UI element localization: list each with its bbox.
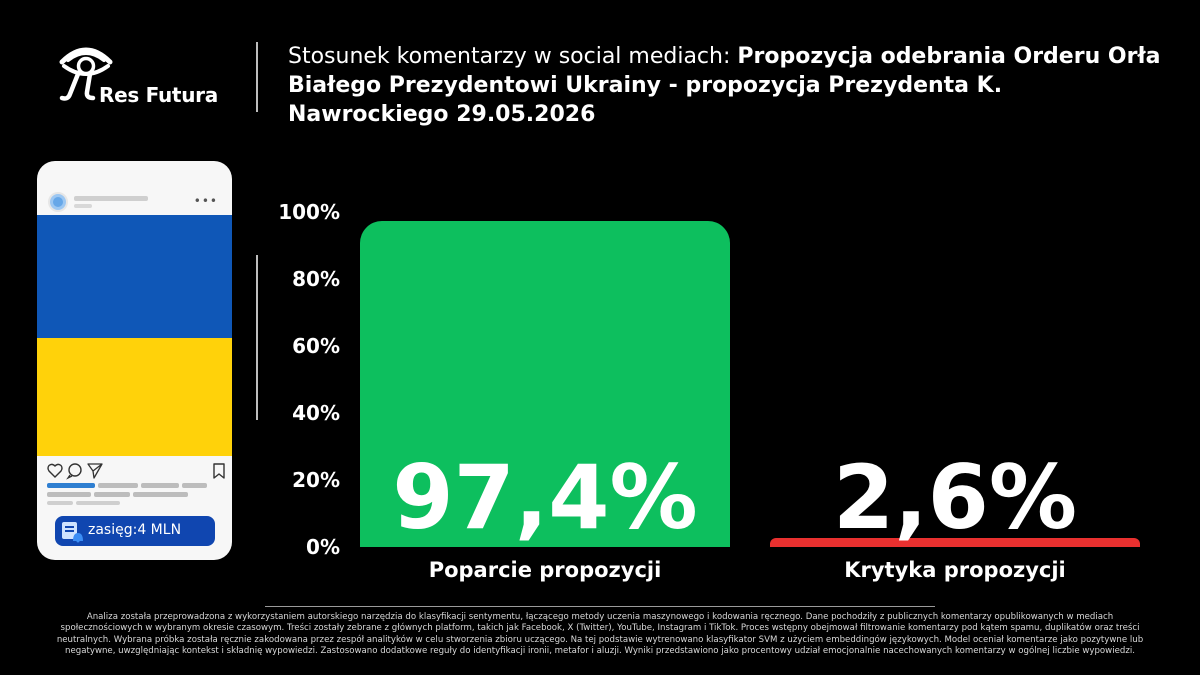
eye-logo-icon: [59, 47, 113, 101]
social-post-mockup: ••• zasięg:4 MLN: [37, 161, 232, 560]
caption-placeholder: [141, 483, 179, 488]
methodology-footnote: Analiza została przeprowadzona z wykorzy…: [56, 612, 1144, 656]
page-title: Stosunek komentarzy w social mediach: Pr…: [288, 42, 1168, 129]
caption-placeholder: [47, 492, 91, 497]
share-icon: [87, 463, 103, 479]
header-divider: [256, 42, 258, 112]
category-label: Krytyka propozycji: [844, 558, 1066, 582]
more-options-icon: •••: [193, 194, 218, 208]
footnote-divider: [265, 606, 935, 607]
title-bold: Propozycja odebrania Orderu Orła Białego…: [288, 44, 1161, 127]
heart-icon: [47, 463, 63, 478]
bar-value-label: 2,6%: [832, 446, 1078, 549]
y-tick-label: 40%: [292, 401, 340, 425]
ukraine-flag-blue: [37, 215, 232, 338]
y-tick-label: 100%: [278, 200, 340, 224]
title-regular: Stosunek komentarzy w social mediach:: [288, 44, 738, 69]
notification-icon: [62, 522, 83, 543]
caption-placeholder: [47, 501, 73, 505]
caption-placeholder: [94, 492, 130, 497]
post-meta-placeholder: [74, 204, 92, 208]
likes-placeholder: [47, 483, 95, 488]
post-actions: [47, 463, 225, 480]
bar-value-label: 97,4%: [392, 446, 698, 549]
post-author-placeholder: [74, 196, 148, 201]
brand-name: Res Futura: [99, 83, 218, 107]
bookmark-icon: [213, 463, 225, 479]
reach-badge: zasięg:4 MLN: [55, 516, 215, 546]
avatar: [48, 192, 68, 212]
bar-1: [360, 220, 730, 547]
caption-placeholder: [133, 492, 188, 497]
bar-2: [770, 538, 1140, 547]
phone-divider: [256, 255, 258, 420]
y-tick-label: 0%: [306, 535, 340, 559]
ukraine-flag-yellow: [37, 338, 232, 456]
y-tick-label: 20%: [292, 468, 340, 492]
caption-placeholder: [76, 501, 120, 505]
reach-label: zasięg:4 MLN: [88, 522, 182, 538]
y-tick-label: 80%: [292, 267, 340, 291]
caption-placeholder: [182, 483, 207, 488]
comment-icon: [66, 463, 82, 480]
y-tick-label: 60%: [292, 334, 340, 358]
caption-placeholder: [98, 483, 138, 488]
category-label: Poparcie propozycji: [428, 558, 662, 582]
brand-logo: Res Futura: [52, 40, 227, 110]
